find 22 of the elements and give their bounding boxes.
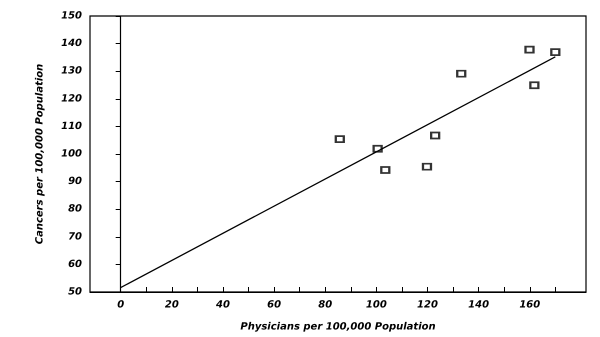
- y-tick-label: 50: [68, 286, 82, 298]
- y-tick-label: 140: [61, 38, 82, 50]
- y-tick-label: 90: [68, 176, 82, 188]
- x-tick-label: 140: [468, 300, 490, 310]
- x-tick-label: 160: [519, 300, 540, 310]
- y-tick-label: 60: [68, 258, 82, 270]
- y-tick-label: 80: [68, 204, 82, 215]
- x-tick-label: 20: [164, 300, 179, 310]
- y-tick-label: 150: [61, 10, 82, 22]
- y-tick-label: 100: [61, 148, 82, 160]
- x-axis-title: Physicians per 100,000 Population: [240, 322, 436, 332]
- x-tick-label: 120: [417, 300, 438, 310]
- x-tick-label: 80: [318, 300, 332, 310]
- y-tick-label: 110: [61, 120, 82, 132]
- y-axis-title: Cancers per 100,000 Population: [34, 64, 46, 244]
- y-tick-label: 130: [61, 66, 82, 77]
- y-tick-label: 70: [68, 231, 82, 242]
- y-tick-label: 120: [61, 93, 82, 104]
- x-tick-label: 100: [366, 300, 387, 310]
- x-tick-label: 40: [214, 300, 230, 310]
- x-tick-label: 60: [267, 300, 282, 310]
- x-tick-label: 0: [117, 300, 124, 310]
